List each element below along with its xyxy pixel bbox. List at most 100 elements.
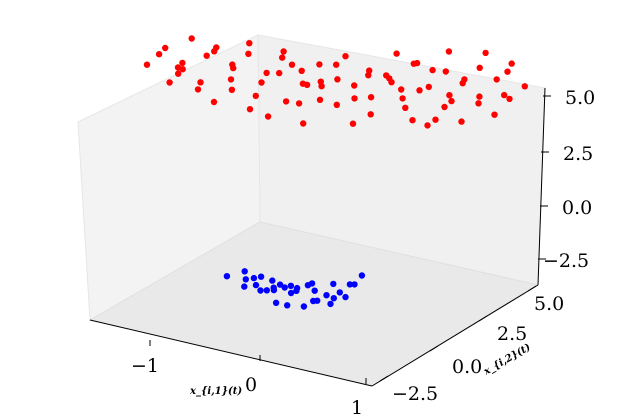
red-data-point <box>333 61 340 68</box>
y-tick-mark <box>527 285 537 292</box>
red-data-point <box>279 54 286 61</box>
red-data-point <box>282 98 290 105</box>
red-data-point <box>280 48 287 55</box>
red-data-point <box>445 48 453 55</box>
z-tick-label: −2.5 <box>543 250 589 272</box>
red-data-point <box>298 67 305 75</box>
red-data-point <box>316 61 323 68</box>
red-data-point <box>432 116 439 123</box>
red-data-point <box>493 76 500 83</box>
red-data-point <box>210 98 218 106</box>
y-tick-label: 5.0 <box>534 293 564 315</box>
red-data-point <box>425 83 432 91</box>
y-tick-label: −2.5 <box>392 383 438 405</box>
blue-data-point <box>270 284 277 291</box>
red-data-point <box>334 76 341 83</box>
red-data-point <box>203 52 210 59</box>
blue-data-point <box>272 299 280 306</box>
x-axis-label: x_{i,1}(t) <box>189 386 242 397</box>
blue-data-point <box>281 284 288 291</box>
z-tick-label: 0.0 <box>562 197 592 219</box>
red-data-point <box>349 120 357 127</box>
blue-data-point <box>311 287 318 294</box>
red-data-point <box>442 68 449 75</box>
blue-data-point <box>351 281 358 288</box>
red-data-point <box>288 61 296 68</box>
red-data-point <box>276 69 283 77</box>
y-tick-mark <box>429 345 439 352</box>
x-tick-label: 1 <box>351 397 363 419</box>
red-data-point <box>258 79 265 86</box>
y-tick-label: 0.0 <box>452 356 482 378</box>
red-data-point <box>367 111 374 118</box>
blue-data-point <box>293 284 301 292</box>
red-data-point <box>342 53 349 60</box>
red-data-point <box>179 66 186 73</box>
red-data-point <box>263 69 270 77</box>
blue-data-point <box>310 297 317 305</box>
red-data-point <box>179 59 186 67</box>
red-data-point <box>316 96 324 104</box>
y-tick-mark <box>478 315 488 322</box>
blue-data-point <box>263 287 270 294</box>
red-data-point <box>448 97 455 105</box>
y-tick-label: 2.5 <box>497 323 527 345</box>
red-data-point <box>295 100 303 107</box>
red-data-point <box>429 66 436 74</box>
blue-data-point <box>284 302 291 309</box>
blue-data-point <box>242 276 249 283</box>
x-tick-label: 0 <box>245 374 257 396</box>
red-data-point <box>213 44 220 51</box>
red-data-point <box>501 91 508 99</box>
blue-data-point <box>300 303 308 310</box>
red-data-point <box>245 50 252 57</box>
blue-data-point <box>257 287 264 294</box>
blue-data-point <box>330 280 337 288</box>
red-data-point <box>458 118 465 125</box>
red-data-point <box>365 72 372 79</box>
blue-data-point <box>250 274 258 282</box>
red-data-point <box>441 103 448 111</box>
z-tick-label: 2.5 <box>563 143 593 165</box>
red-data-point <box>264 113 272 120</box>
red-data-point <box>446 92 453 99</box>
red-data-point <box>333 101 340 109</box>
blue-data-point <box>276 281 284 288</box>
red-data-point <box>476 64 483 72</box>
red-data-point <box>504 68 511 75</box>
red-data-point <box>475 100 482 107</box>
blue-data-point <box>252 281 260 289</box>
red-data-point <box>188 35 195 42</box>
red-data-point <box>367 94 375 101</box>
blue-data-point <box>257 273 265 280</box>
red-data-point <box>230 64 237 72</box>
red-data-point <box>351 82 358 89</box>
red-data-point <box>521 83 528 90</box>
blue-data-point <box>287 289 295 297</box>
blue-data-point <box>223 273 231 280</box>
blue-data-point <box>330 295 337 302</box>
red-data-point <box>246 106 254 113</box>
blue-data-point <box>241 268 248 275</box>
red-data-point <box>508 60 515 67</box>
z-axis-line <box>537 87 546 286</box>
y-tick-mark <box>379 375 389 382</box>
red-data-point <box>398 86 405 93</box>
red-data-point <box>162 44 169 52</box>
blue-data-point <box>336 289 343 296</box>
red-data-point <box>491 111 498 118</box>
blue-data-point <box>323 292 330 299</box>
red-data-point <box>303 81 311 89</box>
red-data-point <box>351 95 358 102</box>
red-data-point <box>402 104 409 112</box>
blue-data-point <box>269 277 276 284</box>
red-data-point <box>409 117 416 124</box>
y-axis-label: x_{i,2}(t) <box>481 342 533 378</box>
red-data-point <box>300 120 307 127</box>
blue-data-point <box>308 280 316 287</box>
x-tick-label: −1 <box>131 355 159 377</box>
y-axis-line <box>371 284 539 387</box>
red-data-point <box>246 40 253 47</box>
blue-data-point <box>327 300 334 308</box>
red-data-point <box>399 95 406 102</box>
